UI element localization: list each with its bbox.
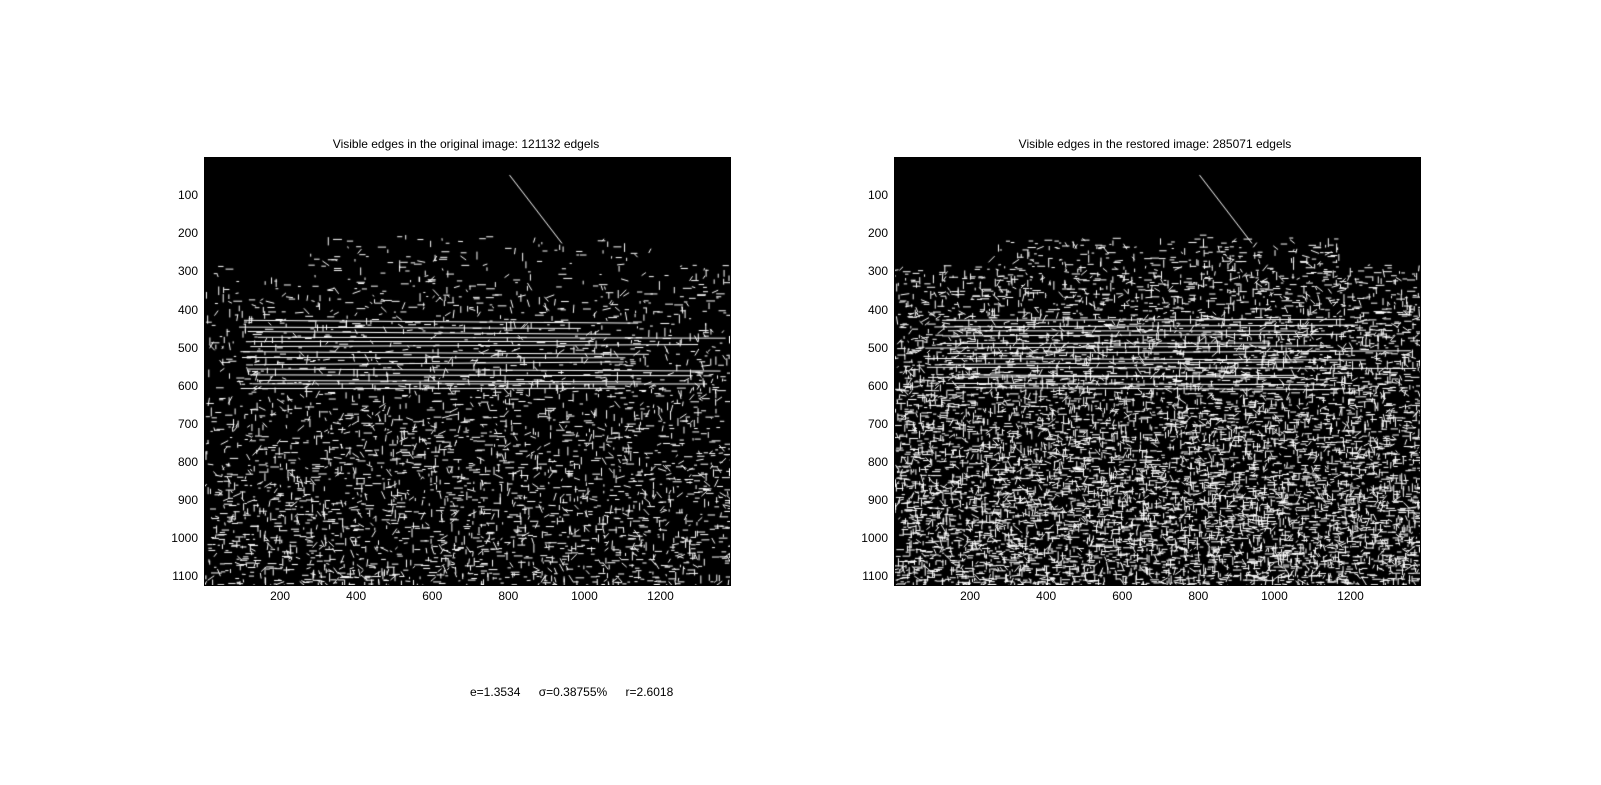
- x-tick-label: 1000: [1261, 589, 1288, 603]
- y-tick-label: 600: [867, 378, 888, 393]
- y-tick-label: 200: [177, 226, 198, 241]
- x-tick-label: 600: [1112, 589, 1133, 603]
- x-tick-label: 200: [960, 589, 981, 603]
- y-tick-label: 1100: [172, 569, 198, 584]
- y-tick-label: 900: [177, 493, 198, 508]
- panel-title-restored: Visible edges in the restored image: 285…: [1018, 137, 1292, 151]
- y-tick-label: 400: [177, 302, 198, 317]
- x-tick-label: 400: [346, 589, 367, 603]
- y-tick-label: 500: [177, 340, 198, 355]
- y-tick-label: 100: [177, 188, 198, 203]
- r-value: r=2.6018: [625, 685, 674, 699]
- y-tick-label: 100: [867, 188, 888, 203]
- x-tick-label: 800: [1188, 589, 1209, 603]
- y-tick-label: 600: [177, 378, 198, 393]
- y-tick-label: 800: [867, 455, 888, 469]
- y-tick-label: 800: [177, 455, 198, 469]
- x-tick-label: 400: [1036, 589, 1057, 603]
- x-tick-label: 1200: [1337, 589, 1364, 603]
- sigma-value: σ=0.38755%: [538, 685, 608, 699]
- panel-title-original: Visible edges in the original image: 121…: [332, 137, 600, 151]
- x-tick-label: 1000: [571, 589, 598, 603]
- y-tick-label: 400: [867, 302, 888, 317]
- e-value: e=1.3534: [470, 685, 521, 699]
- y-tick-label: 1000: [861, 531, 888, 546]
- y-tick-label: 1000: [171, 531, 198, 546]
- y-tick-label: 1100: [862, 569, 888, 584]
- y-tick-label: 300: [867, 264, 888, 279]
- parameters-readout: e=1.3534 σ=0.38755% r=2.6018: [470, 685, 688, 699]
- edge-image-original: [204, 157, 731, 586]
- x-tick-label: 600: [422, 589, 443, 603]
- edge-image-restored: [894, 157, 1421, 586]
- y-tick-label: 300: [177, 264, 198, 279]
- x-tick-label: 200: [270, 589, 291, 603]
- y-tick-label: 700: [867, 416, 888, 431]
- y-tick-label: 700: [177, 416, 198, 431]
- y-tick-label: 200: [867, 226, 888, 241]
- y-tick-label: 500: [867, 340, 888, 355]
- x-tick-label: 1200: [647, 589, 674, 603]
- x-tick-label: 800: [498, 589, 519, 603]
- y-tick-label: 900: [867, 493, 888, 508]
